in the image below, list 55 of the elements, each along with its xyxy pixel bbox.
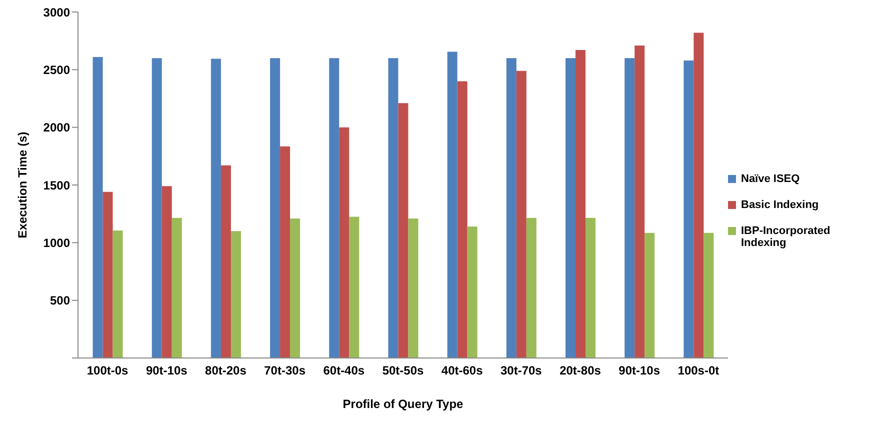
bar — [92, 56, 103, 358]
x-tick-label: 50t-50s — [382, 364, 424, 378]
bar — [516, 70, 526, 358]
x-tick-label: 70t-30s — [264, 364, 306, 378]
bar — [220, 165, 231, 358]
bar — [506, 58, 516, 358]
bar — [210, 58, 221, 358]
bar — [290, 218, 300, 358]
y-tick-label: 500 — [50, 294, 70, 308]
x-tick-label: 40t-60s — [441, 364, 484, 378]
y-tick-label: 1000 — [43, 236, 70, 250]
bar — [447, 52, 458, 358]
y-tick-label: 3000 — [43, 5, 70, 20]
bar — [339, 127, 350, 358]
bar — [388, 58, 398, 358]
bar — [467, 226, 478, 358]
bar — [634, 45, 645, 358]
bar — [172, 218, 182, 358]
bar — [408, 218, 418, 358]
bar — [586, 218, 596, 358]
bar — [704, 232, 714, 358]
bar — [230, 231, 241, 358]
bar — [398, 103, 408, 358]
x-tick-label: 20t-80s — [560, 364, 602, 378]
legend-label: IBP-Incorporated Indexing — [741, 225, 832, 249]
bar — [280, 146, 290, 358]
x-tick-label: 60t-40s — [323, 364, 365, 378]
bar — [270, 58, 280, 358]
x-tick-label: 30t-70s — [500, 364, 542, 378]
bar — [566, 58, 576, 358]
y-tick-label: 2500 — [43, 62, 70, 77]
bar — [152, 58, 162, 358]
bar — [694, 32, 704, 358]
bar — [349, 216, 360, 358]
bar — [624, 58, 635, 358]
bar — [644, 232, 655, 358]
bar — [162, 186, 172, 358]
legend-label: Basic Indexing — [741, 199, 819, 211]
bar — [329, 58, 340, 358]
bar — [684, 60, 694, 358]
bar — [112, 230, 123, 358]
bar — [526, 218, 536, 358]
y-tick-label: 2000 — [43, 120, 70, 135]
bar — [457, 81, 468, 358]
x-tick-label: 90t-10s — [146, 364, 188, 378]
x-axis-title: Profile of Query Type — [342, 397, 464, 411]
x-tick-label: 80t-20s — [205, 364, 247, 378]
y-tick-label: 1500 — [43, 178, 70, 192]
legend-label: Naïve ISEQ — [741, 173, 800, 185]
x-tick-label: 100t-0s — [86, 364, 129, 378]
bar — [576, 50, 586, 358]
bar — [102, 192, 113, 358]
x-tick-label: 90t-10s — [618, 364, 660, 378]
y-axis-title: Execution Time (s) — [15, 132, 30, 238]
x-tick-label: 100s-0t — [678, 364, 720, 378]
